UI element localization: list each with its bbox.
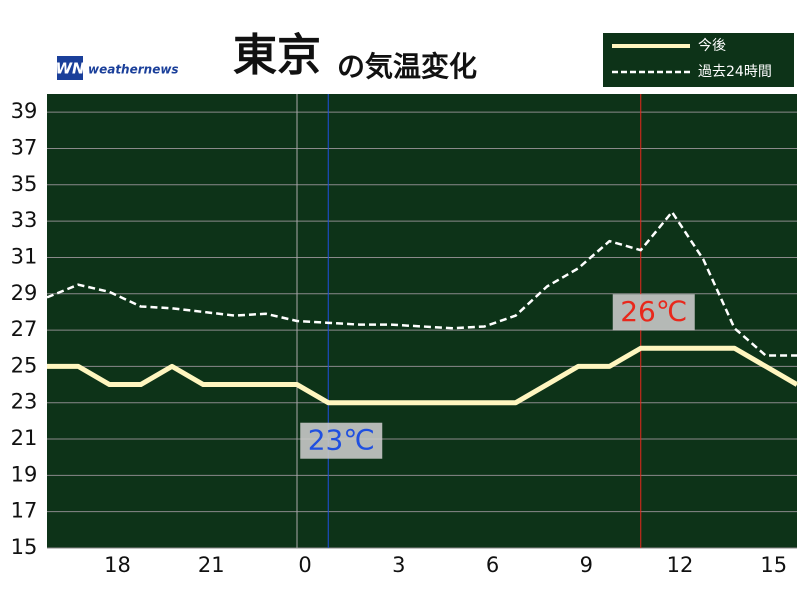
x-tick-label: 15 [760, 553, 787, 577]
y-tick-label: 39 [11, 99, 38, 123]
chart-title: 東京 [233, 30, 321, 81]
x-tick-label: 12 [667, 553, 694, 577]
x-tick-label: 0 [298, 553, 311, 577]
x-tick-label: 21 [198, 553, 225, 577]
y-tick-label: 27 [11, 317, 38, 341]
x-tick-label: 9 [580, 553, 593, 577]
y-tick-label: 37 [11, 135, 38, 159]
chart-subtitle: の気温変化 [337, 50, 477, 83]
y-tick-label: 17 [11, 499, 38, 523]
legend [601, 31, 796, 89]
logo: WN [55, 60, 85, 78]
y-tick-label: 23 [11, 390, 38, 414]
y-tick-label: 29 [11, 281, 38, 305]
series-line [47, 345, 799, 406]
brand: weathernews [88, 63, 179, 77]
y-tick-label: 25 [11, 353, 38, 377]
annotation-box [300, 422, 383, 459]
annotation-label: 26℃ [620, 295, 687, 328]
y-tick-label: 31 [11, 244, 38, 268]
y-tick-label: 19 [11, 462, 38, 486]
legend-label: 今後 [698, 38, 726, 54]
x-tick-label: 6 [486, 553, 499, 577]
legend-label: 過去24時間 [698, 64, 772, 80]
y-tick-label: 15 [11, 535, 38, 559]
y-tick-label: 35 [11, 172, 38, 196]
annotation-label: 23℃ [308, 424, 375, 457]
x-tick-label: 18 [104, 553, 131, 577]
y-tick-label: 21 [11, 426, 38, 450]
logo-mark [57, 56, 83, 80]
x-tick-label: 3 [392, 553, 405, 577]
annotation-box [612, 294, 695, 331]
y-tick-label: 33 [11, 208, 38, 232]
